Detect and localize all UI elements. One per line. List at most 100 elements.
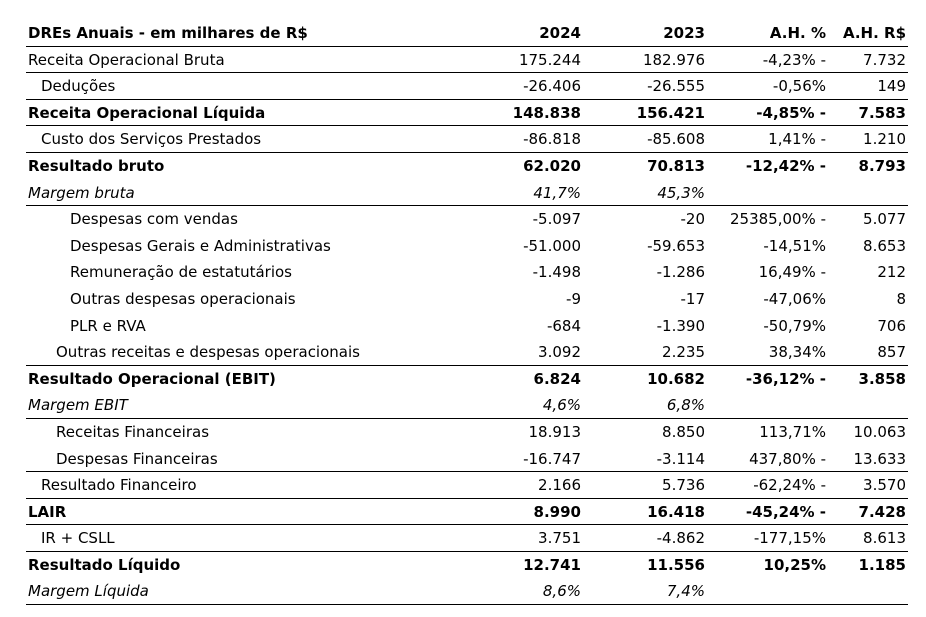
column-header-ah-percent: A.H. % bbox=[769, 24, 826, 42]
value-2023: 5.736 bbox=[662, 476, 705, 495]
value-ah-reais: 8.613 bbox=[863, 529, 906, 548]
value-2024: -26.406 bbox=[523, 77, 581, 96]
row-label: Despesas Gerais e Administrativas bbox=[70, 236, 331, 255]
table-row: Receitas Financeiras 18.913 8.850 113,71… bbox=[26, 419, 908, 446]
table-row: Margem EBIT 4,6% 6,8% bbox=[26, 392, 908, 419]
value-2023: -26.555 bbox=[647, 77, 705, 96]
table-row: Resultado Financeiro 2.166 5.736 -62,24%… bbox=[26, 472, 908, 499]
row-label: PLR e RVA bbox=[70, 316, 146, 335]
table-row: Outras receitas e despesas operacionais … bbox=[26, 339, 908, 366]
value-2024: 18.913 bbox=[528, 422, 582, 441]
value-2024: 6.824 bbox=[533, 369, 581, 388]
table-row: Deduções -26.406 -26.555 -0,56% 149 bbox=[26, 73, 908, 100]
table-row: Outras despesas operacionais -9 -17 -47,… bbox=[26, 286, 908, 313]
row-label: Custo dos Serviços Prestados bbox=[41, 130, 262, 149]
value-2024: 8.990 bbox=[533, 502, 581, 521]
row-label: Outras despesas operacionais bbox=[70, 289, 296, 308]
row-label: IR + CSLL bbox=[41, 529, 115, 548]
value-2024: 62.020 bbox=[523, 156, 581, 175]
value-2024: 8,6% bbox=[542, 582, 581, 601]
value-2024: -5.097 bbox=[532, 210, 581, 229]
table-row: Remuneração de estatutários -1.498 -1.28… bbox=[26, 259, 908, 286]
table-header-row: DREs Anuais - em milhares de R$ 2024 202… bbox=[26, 20, 908, 47]
row-label: Receita Operacional Bruta bbox=[28, 50, 225, 69]
value-2024: -16.747 bbox=[523, 449, 581, 468]
value-2023: 156.421 bbox=[636, 103, 705, 122]
row-label: Remuneração de estatutários bbox=[70, 263, 292, 282]
table-row: Resultado Operacional (EBIT) 6.824 10.68… bbox=[26, 366, 908, 393]
value-ah-percent: -177,15% bbox=[753, 529, 826, 548]
value-ah-percent: 1,41% - bbox=[768, 130, 826, 149]
table-title: DREs Anuais - em milhares de R$ bbox=[28, 24, 308, 42]
value-2023: 6,8% bbox=[666, 396, 705, 415]
value-ah-reais: 13.633 bbox=[853, 449, 907, 468]
value-2023: 45,3% bbox=[657, 183, 705, 202]
value-ah-percent: 16,49% - bbox=[758, 263, 826, 282]
value-ah-reais: 8 bbox=[896, 289, 906, 308]
value-2023: -20 bbox=[680, 210, 706, 229]
value-ah-percent: 10,25% bbox=[763, 555, 826, 574]
row-label: Resultado bruto bbox=[28, 156, 165, 175]
value-ah-percent: 38,34% bbox=[768, 343, 826, 362]
value-2024: 4,6% bbox=[542, 396, 581, 415]
value-ah-percent: -4,23% - bbox=[762, 50, 826, 69]
table-row: LAIR 8.990 16.418 -45,24% - 7.428 bbox=[26, 499, 908, 526]
value-ah-percent: -50,79% bbox=[763, 316, 826, 335]
value-ah-percent: -0,56% bbox=[772, 77, 826, 96]
income-statement-table: DREs Anuais - em milhares de R$ 2024 202… bbox=[26, 20, 908, 606]
value-2023: -1.390 bbox=[656, 316, 705, 335]
value-2023: -3.114 bbox=[656, 449, 705, 468]
table-row: Margem bruta 41,7% 45,3% bbox=[26, 180, 908, 207]
table-row: IR + CSLL 3.751 -4.862 -177,15% 8.613 bbox=[26, 525, 908, 552]
value-2024: 12.741 bbox=[523, 555, 581, 574]
table-row: Receita Operacional Bruta 175.244 182.97… bbox=[26, 47, 908, 74]
value-2024: 3.092 bbox=[538, 343, 581, 362]
value-2023: 182.976 bbox=[642, 50, 705, 69]
table-row: Resultado bruto 62.020 70.813 -12,42% - … bbox=[26, 153, 908, 180]
value-ah-percent: 113,71% bbox=[759, 422, 826, 441]
row-label: Outras receitas e despesas operacionais bbox=[56, 343, 360, 362]
value-ah-reais: 149 bbox=[877, 77, 906, 96]
value-2024: 175.244 bbox=[518, 50, 581, 69]
value-ah-reais: 8.793 bbox=[858, 156, 906, 175]
value-ah-reais: 5.077 bbox=[863, 210, 906, 229]
table-row: PLR e RVA -684 -1.390 -50,79% 706 bbox=[26, 313, 908, 340]
row-label: Margem EBIT bbox=[28, 396, 128, 415]
value-ah-reais: 3.570 bbox=[863, 476, 906, 495]
table-row: Despesas Financeiras -16.747 -3.114 437,… bbox=[26, 446, 908, 473]
value-2023: 70.813 bbox=[647, 156, 705, 175]
table-row: Despesas com vendas -5.097 -20 25385,00%… bbox=[26, 206, 908, 233]
value-ah-reais: 10.063 bbox=[853, 422, 907, 441]
value-2024: -684 bbox=[546, 316, 581, 335]
row-label: Despesas com vendas bbox=[70, 210, 238, 229]
value-2024: 3.751 bbox=[538, 529, 581, 548]
row-label: Margem bruta bbox=[28, 183, 135, 202]
value-2024: -51.000 bbox=[523, 236, 581, 255]
value-2023: -4.862 bbox=[656, 529, 705, 548]
table-row: Margem Líquida 8,6% 7,4% bbox=[26, 578, 908, 606]
value-ah-reais: 3.858 bbox=[858, 369, 906, 388]
value-2024: -86.818 bbox=[523, 130, 581, 149]
value-ah-reais: 1.185 bbox=[858, 555, 906, 574]
value-ah-percent: -12,42% - bbox=[745, 156, 826, 175]
value-2023: -1.286 bbox=[656, 263, 705, 282]
value-2023: -59.653 bbox=[647, 236, 705, 255]
value-ah-percent: -14,51% bbox=[763, 236, 826, 255]
value-2023: 10.682 bbox=[647, 369, 705, 388]
value-ah-percent: -36,12% - bbox=[745, 369, 826, 388]
row-label: LAIR bbox=[28, 502, 67, 521]
value-2023: 11.556 bbox=[647, 555, 705, 574]
value-2023: -17 bbox=[680, 289, 706, 308]
row-label: Receitas Financeiras bbox=[56, 422, 210, 441]
column-header-ah-reais: A.H. R$ bbox=[842, 24, 906, 42]
value-ah-reais: 7.428 bbox=[858, 502, 906, 521]
value-ah-reais: 706 bbox=[877, 316, 906, 335]
table-row: Custo dos Serviços Prestados -86.818 -85… bbox=[26, 126, 908, 153]
value-ah-reais: 212 bbox=[877, 263, 906, 282]
row-label: Deduções bbox=[41, 77, 116, 96]
table-row: Receita Operacional Líquida 148.838 156.… bbox=[26, 100, 908, 127]
value-2023: 16.418 bbox=[647, 502, 705, 521]
value-ah-percent: -4,85% - bbox=[756, 103, 826, 122]
row-label: Despesas Financeiras bbox=[56, 449, 218, 468]
value-ah-percent: -62,24% - bbox=[753, 476, 826, 495]
